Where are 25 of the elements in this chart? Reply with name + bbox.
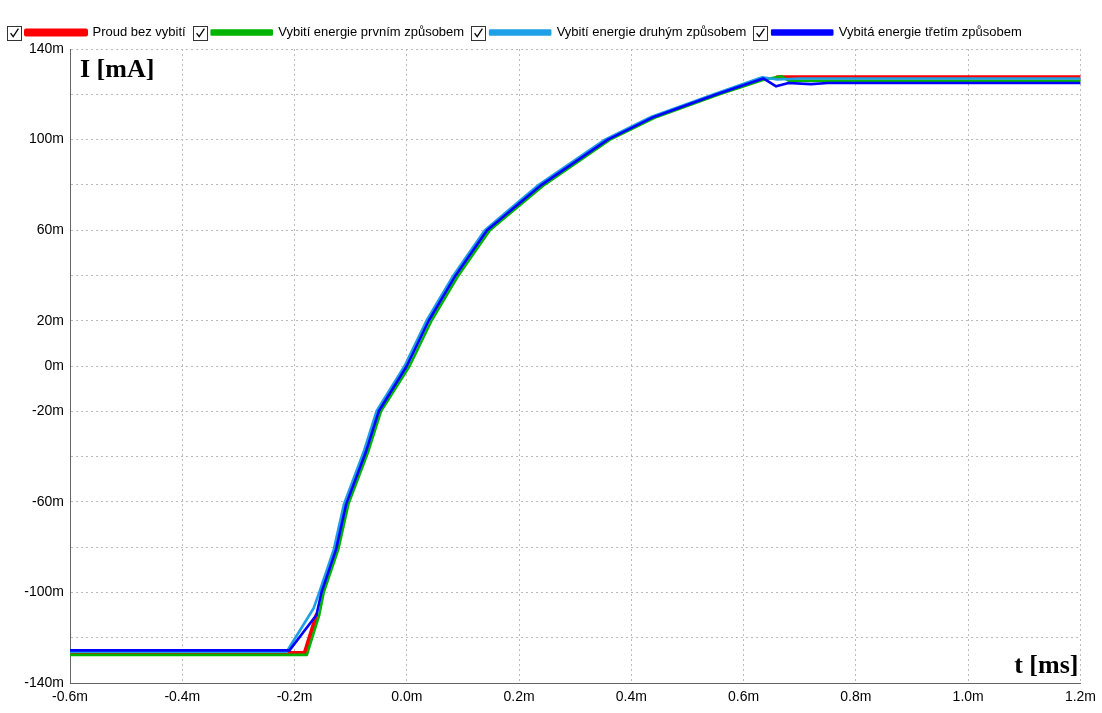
legend-label: Vybití energie druhým způsobem: [556, 24, 747, 40]
y-tick-label: 60m: [36, 221, 64, 237]
y-tick-label: 140m: [28, 39, 64, 56]
x-tick-label: 0.0m: [391, 688, 423, 705]
x-tick-label: -0.2m: [276, 688, 313, 705]
legend-label: Vybití energie prvním způsobem: [278, 24, 465, 40]
y-tick-label: -100m: [24, 583, 64, 600]
x-tick-label: 1.2m: [1064, 688, 1096, 705]
y-axis-title: I [mA]: [80, 53, 155, 83]
y-tick-label: 20m: [36, 311, 64, 328]
x-tick-label: 0.2m: [503, 688, 535, 705]
y-tick-label: -20m: [32, 402, 64, 419]
legend-label: Vybitá energie třetím způsobem: [838, 24, 1022, 40]
x-axis-title: t [ms]: [1014, 649, 1079, 679]
y-tick-label: -60m: [32, 492, 64, 509]
y-tick-label: 0m: [44, 356, 64, 373]
x-tick-label: -0.6m: [52, 688, 88, 705]
x-tick-label: -0.4m: [164, 688, 201, 705]
y-tick-label: 100m: [28, 130, 64, 147]
x-tick-label: 1.0m: [952, 688, 984, 705]
x-tick-label: 0.6m: [728, 688, 760, 705]
legend-label: Proud bez vybití: [92, 24, 187, 40]
x-tick-label: 0.8m: [840, 688, 872, 705]
y-tick-label: -140m: [24, 673, 64, 690]
x-tick-label: 0.4m: [615, 688, 647, 705]
